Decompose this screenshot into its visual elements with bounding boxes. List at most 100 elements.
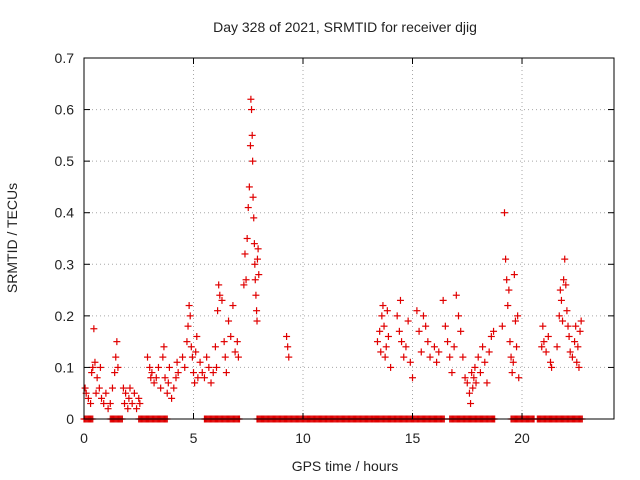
data-point (241, 250, 249, 258)
data-point (472, 379, 480, 387)
data-point (250, 240, 258, 248)
data-point (205, 363, 213, 371)
data-point (159, 353, 167, 361)
data-point (476, 369, 484, 377)
data-point (119, 384, 127, 392)
data-point (91, 358, 99, 366)
data-point (96, 363, 104, 371)
data-point (240, 281, 248, 289)
data-point (106, 400, 114, 408)
data-point (152, 374, 160, 382)
data-point (88, 369, 96, 377)
data-point (503, 276, 511, 284)
data-point (539, 322, 547, 330)
data-point (406, 358, 414, 366)
data-point (566, 348, 574, 356)
data-point (231, 348, 239, 356)
data-point (111, 369, 119, 377)
data-point (196, 358, 204, 366)
data-point (426, 353, 434, 361)
data-point (577, 317, 585, 325)
chart-title: Day 328 of 2021, SRMTID for receiver dji… (213, 19, 477, 35)
data-point (121, 400, 129, 408)
data-point (417, 348, 425, 356)
data-point (463, 379, 471, 387)
data-point (251, 276, 259, 284)
data-point (413, 307, 421, 315)
data-point (555, 312, 563, 320)
data-point (225, 317, 233, 325)
data-point (487, 332, 495, 340)
data-point (422, 322, 430, 330)
data-point (507, 353, 515, 361)
data-point (571, 338, 579, 346)
data-point (229, 302, 237, 310)
data-point (183, 338, 191, 346)
y-tick-label: 0.4 (55, 205, 75, 221)
data-point (190, 369, 198, 377)
data-point (468, 369, 476, 377)
data-point (404, 317, 412, 325)
data-point (130, 389, 138, 397)
data-point (433, 358, 441, 366)
data-points (80, 95, 586, 423)
data-point (419, 312, 427, 320)
data-point (163, 389, 171, 397)
y-tick-label: 0.6 (55, 102, 75, 118)
data-point (500, 209, 508, 217)
data-point (150, 379, 158, 387)
data-point (221, 353, 229, 361)
data-point (253, 317, 261, 325)
data-point (435, 348, 443, 356)
data-point (181, 363, 189, 371)
data-point (253, 307, 261, 315)
data-point (379, 302, 387, 310)
data-point (222, 369, 230, 377)
data-point (409, 374, 417, 382)
data-point (430, 343, 438, 351)
data-point (402, 343, 410, 351)
data-point (467, 400, 475, 408)
data-point (474, 353, 482, 361)
data-point (186, 312, 194, 320)
grid-lines (84, 58, 614, 419)
data-point (469, 384, 477, 392)
data-point (227, 332, 235, 340)
data-point (133, 405, 141, 413)
data-point (209, 369, 217, 377)
y-tick-label: 0.5 (55, 153, 75, 169)
data-point (92, 389, 100, 397)
data-point (154, 363, 162, 371)
data-point (479, 343, 487, 351)
data-point (108, 384, 116, 392)
data-point (457, 327, 465, 335)
data-point (192, 348, 200, 356)
data-point (424, 338, 432, 346)
data-point (400, 353, 408, 361)
y-tick-label: 0 (66, 411, 74, 427)
data-point (384, 332, 392, 340)
data-point (504, 302, 512, 310)
data-point (546, 358, 554, 366)
data-point (172, 374, 180, 382)
data-point (556, 286, 564, 294)
data-point (185, 302, 193, 310)
data-point (136, 400, 144, 408)
data-point (233, 338, 241, 346)
data-point (135, 394, 143, 402)
data-point (373, 338, 381, 346)
data-point (502, 255, 510, 263)
data-point (250, 214, 258, 222)
data-point (174, 369, 182, 377)
y-axis-ticks: 0 0.1 0.2 0.3 0.4 0.5 0.6 0.7 (55, 50, 614, 427)
data-point (461, 374, 469, 382)
x-tick-label: 0 (80, 430, 88, 446)
data-point (124, 405, 132, 413)
data-point (255, 271, 263, 279)
data-point (179, 353, 187, 361)
data-point (377, 348, 385, 356)
data-point (540, 338, 548, 346)
data-point (125, 394, 133, 402)
data-point (89, 363, 97, 371)
